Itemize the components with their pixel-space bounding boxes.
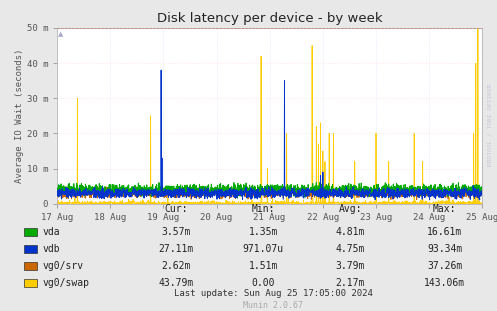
Text: 1.51m: 1.51m bbox=[248, 261, 278, 271]
Text: ◆: ◆ bbox=[478, 198, 481, 202]
Title: Disk latency per device - by week: Disk latency per device - by week bbox=[157, 12, 382, 26]
Text: 43.79m: 43.79m bbox=[159, 278, 194, 288]
Text: 93.34m: 93.34m bbox=[427, 244, 462, 254]
Text: vg0/srv: vg0/srv bbox=[42, 261, 83, 271]
Text: 3.79m: 3.79m bbox=[335, 261, 365, 271]
Text: Avg:: Avg: bbox=[338, 204, 362, 214]
Text: vda: vda bbox=[42, 227, 60, 237]
Text: 971.07u: 971.07u bbox=[243, 244, 284, 254]
Text: 27.11m: 27.11m bbox=[159, 244, 194, 254]
Text: Max:: Max: bbox=[433, 204, 457, 214]
Text: 3.57m: 3.57m bbox=[162, 227, 191, 237]
Text: Min:: Min: bbox=[251, 204, 275, 214]
Text: Munin 2.0.67: Munin 2.0.67 bbox=[244, 301, 303, 310]
Text: RRDTOOL / TOBI OETIKER: RRDTOOL / TOBI OETIKER bbox=[487, 83, 492, 166]
Text: Cur:: Cur: bbox=[165, 204, 188, 214]
Text: 4.81m: 4.81m bbox=[335, 227, 365, 237]
Text: 2.62m: 2.62m bbox=[162, 261, 191, 271]
Y-axis label: Average IO Wait (seconds): Average IO Wait (seconds) bbox=[15, 49, 24, 183]
Text: 4.75m: 4.75m bbox=[335, 244, 365, 254]
Text: 2.17m: 2.17m bbox=[335, 278, 365, 288]
Text: 16.61m: 16.61m bbox=[427, 227, 462, 237]
Text: ▲: ▲ bbox=[58, 31, 64, 38]
Text: vg0/swap: vg0/swap bbox=[42, 278, 89, 288]
Text: Last update: Sun Aug 25 17:05:00 2024: Last update: Sun Aug 25 17:05:00 2024 bbox=[174, 289, 373, 298]
Text: vdb: vdb bbox=[42, 244, 60, 254]
Text: 37.26m: 37.26m bbox=[427, 261, 462, 271]
Text: 0.00: 0.00 bbox=[251, 278, 275, 288]
Text: 1.35m: 1.35m bbox=[248, 227, 278, 237]
Text: 143.06m: 143.06m bbox=[424, 278, 465, 288]
